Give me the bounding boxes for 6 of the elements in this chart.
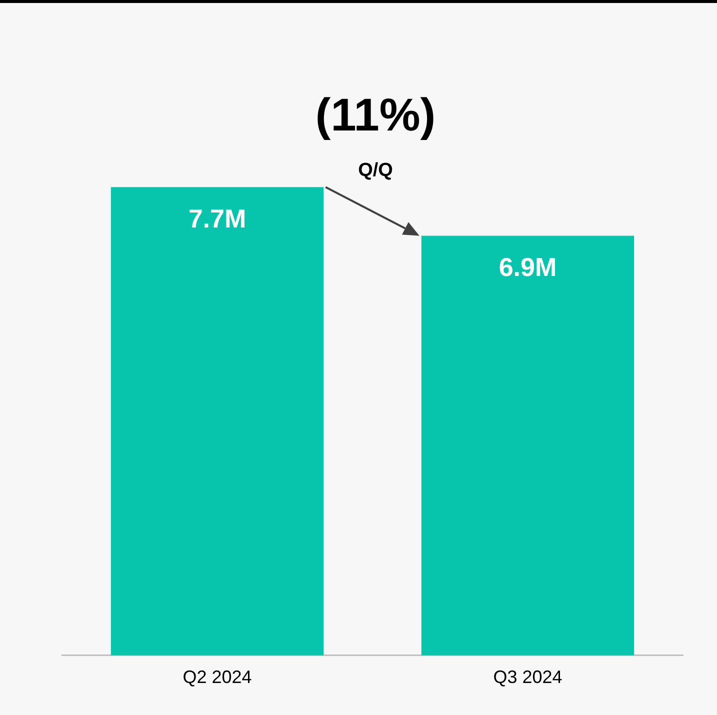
data-label: 7.7M [188, 203, 246, 234]
x-tick-label: Q3 2024 [493, 667, 562, 688]
x-tick-label: Q2 2024 [182, 667, 252, 688]
text: (11%) [315, 88, 436, 141]
data-label: 6.9M [498, 252, 557, 282]
text: Q/Q [358, 160, 393, 182]
